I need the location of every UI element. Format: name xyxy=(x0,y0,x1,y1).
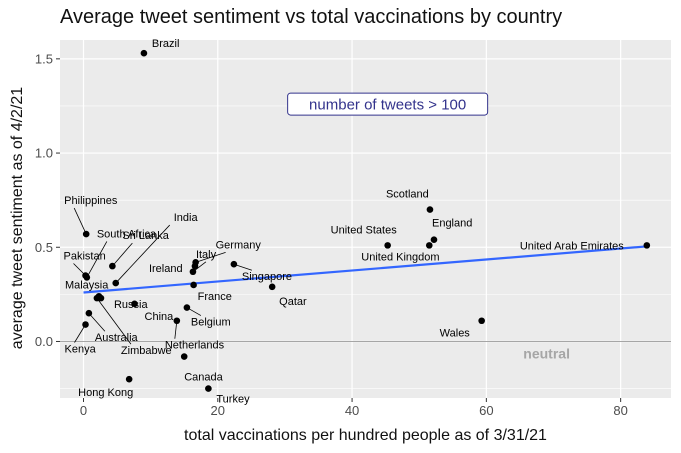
label-leader-line xyxy=(73,207,87,235)
x-axis-title: total vaccinations per hundred people as… xyxy=(184,427,547,444)
data-point xyxy=(425,242,433,249)
point-label: Belgium xyxy=(191,317,231,329)
point-label: Germany xyxy=(216,239,262,251)
data-point xyxy=(643,242,651,249)
data-point xyxy=(189,268,197,276)
point-label: Zimbabwe xyxy=(121,345,172,357)
data-point xyxy=(426,206,434,213)
data-point xyxy=(82,230,90,238)
trend-line xyxy=(83,245,648,294)
data-point xyxy=(131,300,138,308)
neutral-label: neutral xyxy=(523,345,570,361)
point-label: Hong Kong xyxy=(78,387,133,399)
annotation-box xyxy=(287,92,489,116)
data-point xyxy=(205,385,212,392)
point-label: Turkey xyxy=(216,394,250,406)
chart-title: Average tweet sentiment vs total vaccina… xyxy=(60,6,563,28)
data-point xyxy=(478,317,485,325)
point-label: Canada xyxy=(184,372,223,384)
point-label: China xyxy=(145,311,175,323)
data-point xyxy=(85,309,93,317)
tick-label-x: 60 xyxy=(479,403,493,418)
point-label: Netherlands xyxy=(165,340,225,352)
data-point xyxy=(384,242,391,249)
tick-label-y: 0.5 xyxy=(35,240,53,255)
tick-label-x: 40 xyxy=(345,403,359,418)
tick-label-y: 1.5 xyxy=(35,51,53,66)
tick-label-y: 1.0 xyxy=(35,146,53,161)
point-label: South Africa xyxy=(97,228,157,240)
data-point xyxy=(125,375,133,383)
point-label: England xyxy=(432,218,472,230)
point-label: United Arab Emirates xyxy=(520,240,624,252)
label-leader-line xyxy=(112,242,133,267)
point-label: Sri Lanka xyxy=(122,230,169,242)
point-label: Singapore xyxy=(242,271,292,283)
data-point xyxy=(430,236,438,244)
point-label: Malaysia xyxy=(65,279,109,291)
data-point xyxy=(93,294,101,302)
point-label: Italy xyxy=(196,249,217,261)
data-point xyxy=(190,281,197,289)
tick-label-x: 0 xyxy=(80,403,87,418)
label-leader-line xyxy=(96,297,132,345)
point-label: Philippines xyxy=(64,195,118,207)
label-leader-line xyxy=(86,241,108,278)
point-label: India xyxy=(174,212,199,224)
data-point xyxy=(82,272,89,279)
data-point xyxy=(112,279,120,287)
point-label: Brazil xyxy=(152,38,180,50)
data-point xyxy=(82,321,89,328)
data-point xyxy=(140,49,148,57)
point-label: Australia xyxy=(95,332,139,344)
point-label: Pakistan xyxy=(64,251,106,263)
data-point xyxy=(173,317,181,325)
point-label: United States xyxy=(331,224,398,236)
label-leader-line xyxy=(195,251,226,263)
data-point xyxy=(268,283,276,291)
point-label: Scotland xyxy=(386,189,429,201)
label-leader-line xyxy=(115,224,171,284)
data-point xyxy=(191,262,199,270)
data-point xyxy=(183,304,191,311)
point-label: Russia xyxy=(114,299,149,311)
point-label: Ireland xyxy=(149,263,183,275)
point-label: Qatar xyxy=(279,296,307,308)
point-label: Kenya xyxy=(65,344,97,356)
annotation-text: number of tweets > 100 xyxy=(309,97,466,114)
point-label: Wales xyxy=(440,328,471,340)
data-point xyxy=(180,353,188,360)
data-point xyxy=(230,260,238,268)
tick-label-y: 0.0 xyxy=(35,334,53,349)
data-point xyxy=(109,262,116,270)
label-leader-line xyxy=(88,312,106,332)
point-label: United Kingdom xyxy=(361,251,439,263)
label-leader-line xyxy=(74,324,86,343)
tick-label-x: 20 xyxy=(211,403,225,418)
point-label: France xyxy=(198,291,232,303)
tick-label-x: 80 xyxy=(613,403,627,418)
